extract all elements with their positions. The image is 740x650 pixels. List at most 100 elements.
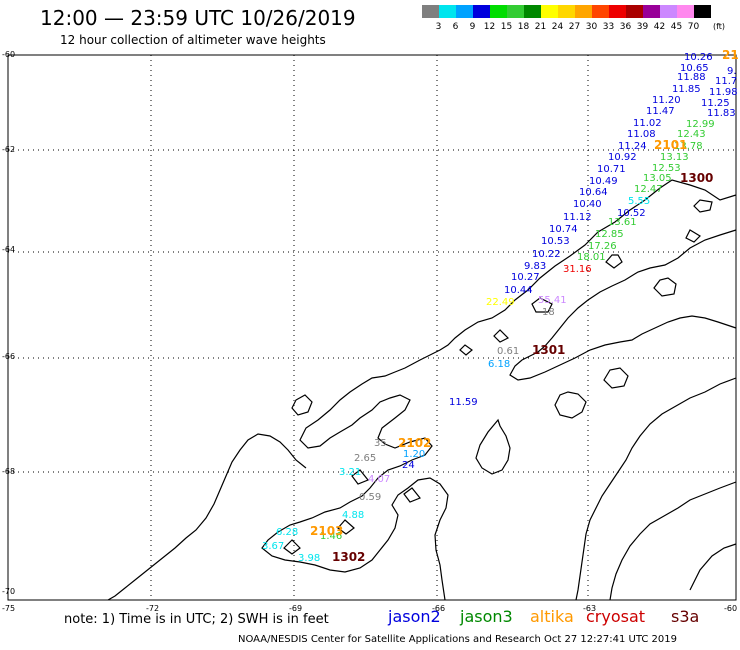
- color-scale-label: 21: [534, 22, 547, 32]
- color-scale-label: 9: [469, 22, 476, 32]
- wave-height-value: 22.49: [486, 297, 515, 308]
- wave-height-value: 0.61: [497, 346, 520, 357]
- latitude-label: -70: [2, 587, 16, 596]
- pass-id-label: 2101: [654, 138, 688, 152]
- color-scale-swatch: [524, 5, 541, 18]
- color-scale-label: 36: [619, 22, 632, 32]
- wave-height-value: 11.85: [672, 84, 701, 95]
- wave-height-value: 13.61: [608, 217, 637, 228]
- wave-height-value: 11.47: [646, 106, 675, 117]
- wave-height-value: 10.64: [579, 187, 608, 198]
- wave-height-value: 13.13: [660, 152, 689, 163]
- wave-height-value: 11.98: [709, 87, 738, 98]
- longitude-label: -69: [289, 604, 303, 613]
- color-scale-swatch: [422, 5, 439, 18]
- color-scale-label: 18: [517, 22, 530, 32]
- satellite-legend-cryosat: cryosat: [586, 607, 646, 626]
- wave-height-value: 11.7: [715, 76, 738, 87]
- wave-height-value: 17.26: [588, 241, 617, 252]
- wave-height-value: 11.12: [563, 212, 592, 223]
- wave-height-value: 10.40: [573, 199, 602, 210]
- wave-height-value: 11.08: [627, 129, 656, 140]
- pass-id-label: 2103: [310, 524, 344, 538]
- wave-height-value: 11.25: [701, 98, 730, 109]
- latitude-label: -66: [2, 352, 16, 361]
- pass-id-label: 1302: [332, 550, 366, 564]
- wave-height-value: 11.02: [633, 118, 662, 129]
- wave-height-value: 13.05: [643, 173, 672, 184]
- footer-credit: NOAA/NESDIS Center for Satellite Applica…: [238, 634, 677, 645]
- color-scale-label: 45: [670, 22, 683, 32]
- wave-height-value: 10.49: [589, 176, 618, 187]
- wave-height-value: 10.44: [504, 285, 533, 296]
- wave-height-value: 31.16: [563, 264, 592, 275]
- wave-height-value: 12.85: [595, 229, 624, 240]
- longitude-label: -63: [583, 604, 597, 613]
- color-scale-swatch: [660, 5, 677, 18]
- wave-height-value: 3.21: [339, 467, 362, 478]
- color-scale-swatch: [609, 5, 626, 18]
- wave-height-value: 11.24: [618, 141, 647, 152]
- wave-height-value: 5.55: [628, 196, 651, 207]
- wave-height-value: 10.52: [617, 208, 646, 219]
- color-scale-label: 30: [585, 22, 598, 32]
- wave-height-value: 55.41: [538, 295, 567, 306]
- wave-height-value: 2.65: [354, 453, 377, 464]
- wave-height-value: 6.18: [488, 359, 511, 370]
- color-scale-swatch: [541, 5, 558, 18]
- satellite-legend-jason3: jason3: [460, 607, 513, 626]
- wave-height-value: 10.27: [511, 272, 540, 283]
- color-scale-label: 39: [636, 22, 649, 32]
- latitude-label: -62: [2, 145, 16, 154]
- map-subtitle: 12 hour collection of altimeter wave hei…: [60, 33, 326, 47]
- wave-height-value: 18: [542, 307, 555, 318]
- wave-height-value: 12.99: [686, 119, 715, 130]
- wave-height-value: 12.43: [677, 129, 706, 140]
- satellite-legend-jason2: jason2: [388, 607, 441, 626]
- longitude-label: -66: [432, 604, 446, 613]
- color-scale-swatch: [592, 5, 609, 18]
- wave-height-value: 6.28: [276, 527, 299, 538]
- map-title: 12:00 — 23:59 UTC 10/26/2019: [40, 6, 356, 30]
- wave-height-value: 3.67: [262, 541, 285, 552]
- wave-height-value: 13.78: [674, 141, 703, 152]
- color-scale-swatch: [626, 5, 643, 18]
- latitude-label: -68: [2, 467, 16, 476]
- wave-height-value: 10.22: [532, 249, 561, 260]
- wave-height-value: 3.98: [298, 553, 321, 564]
- wave-height-value: 11.59: [449, 397, 478, 408]
- color-scale-label: 27: [568, 22, 581, 32]
- wave-height-value: 4.88: [342, 510, 365, 521]
- wave-height-value: 11.88: [677, 72, 706, 83]
- color-scale-swatch: [694, 5, 711, 18]
- color-scale-swatch: [643, 5, 660, 18]
- wave-height-value: 11.20: [652, 95, 681, 106]
- wave-height-value: 10.65: [680, 63, 709, 74]
- wave-height-value: 10.74: [549, 224, 578, 235]
- graticule: [8, 55, 736, 600]
- color-scale-label: 12: [483, 22, 496, 32]
- color-scale-swatch: [456, 5, 473, 18]
- color-scale-swatch: [490, 5, 507, 18]
- pass-id-label: 1300: [680, 171, 714, 185]
- wave-height-value: 4.07: [368, 474, 391, 485]
- longitude-label: -60: [724, 604, 738, 613]
- pass-id-label: 2102: [398, 436, 432, 450]
- wave-height-value: 9.83: [524, 261, 547, 272]
- wave-height-value: 9.: [727, 66, 737, 77]
- color-scale-swatch: [677, 5, 694, 18]
- color-scale-label: 70: [687, 22, 700, 32]
- wave-height-value: 18.01: [577, 252, 606, 263]
- wave-height-value: 10.26: [684, 52, 713, 63]
- longitude-label: -75: [2, 604, 16, 613]
- wave-height-value: 12.47: [634, 184, 663, 195]
- pass-id-label: 21: [722, 48, 739, 62]
- latitude-label: -64: [2, 245, 16, 254]
- pass-id-label: 1301: [532, 343, 566, 357]
- wave-height-value: 24: [402, 460, 415, 471]
- color-scale-swatch: [439, 5, 456, 18]
- color-scale-label: 15: [500, 22, 513, 32]
- color-scale-swatch: [507, 5, 524, 18]
- color-scale-label: 6: [452, 22, 459, 32]
